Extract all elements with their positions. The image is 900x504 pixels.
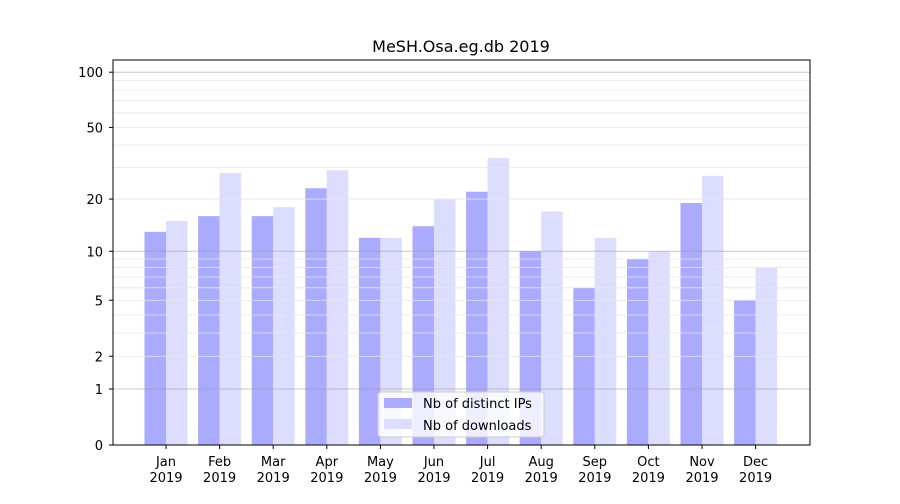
bar-distinct-ips <box>466 191 488 445</box>
legend-label-ips: Nb of distinct IPs <box>423 397 532 412</box>
legend-label-downloads: Nb of downloads <box>423 419 532 434</box>
chart-title: MeSH.Osa.eg.db 2019 <box>372 37 550 56</box>
x-tick-label-year: 2019 <box>364 471 397 486</box>
bar-downloads <box>273 207 295 445</box>
x-tick-label-year: 2019 <box>739 471 772 486</box>
bar-downloads <box>702 175 724 445</box>
bar-distinct-ips <box>626 259 649 445</box>
bar-distinct-ips <box>573 287 595 445</box>
bar-distinct-ips <box>251 216 274 445</box>
bar-downloads <box>326 170 349 446</box>
bar-distinct-ips <box>358 237 381 445</box>
x-tick-label-month: Sep <box>583 455 608 470</box>
legend-box <box>377 391 545 438</box>
bar-downloads <box>219 172 242 446</box>
legend-swatch-downloads <box>384 419 412 429</box>
y-tick-label: 10 <box>86 245 103 260</box>
bar-distinct-ips <box>144 231 166 445</box>
bar-downloads <box>541 211 563 445</box>
bar-distinct-ips <box>198 216 220 445</box>
bar-downloads <box>434 199 456 445</box>
bar-distinct-ips <box>680 203 702 445</box>
y-tick-label: 20 <box>86 193 103 208</box>
y-tick-label: 100 <box>78 66 103 81</box>
x-tick-label-month: Jun <box>423 455 444 470</box>
bar-downloads <box>487 157 510 445</box>
x-tick-label-month: May <box>367 455 394 470</box>
x-tick-label-month: Nov <box>689 455 715 470</box>
x-tick-label-year: 2019 <box>632 471 665 486</box>
legend-swatch-ips <box>384 398 412 408</box>
x-tick-label-month: Oct <box>637 455 659 470</box>
x-tick-label-year: 2019 <box>417 471 450 486</box>
x-tick-label-year: 2019 <box>525 471 558 486</box>
x-tick-label-month: Jul <box>479 455 496 470</box>
y-tick-label: 1 <box>95 383 103 398</box>
x-tick-label-month: Aug <box>529 455 554 470</box>
x-tick-label-year: 2019 <box>203 471 236 486</box>
x-tick-label-year: 2019 <box>685 471 718 486</box>
x-tick-label-month: Mar <box>261 455 286 470</box>
x-tick-label-month: Feb <box>208 455 231 470</box>
x-tick-label-year: 2019 <box>471 471 504 486</box>
legend: Nb of distinct IPs Nb of downloads <box>377 391 545 438</box>
x-tick-label-month: Dec <box>743 455 768 470</box>
bar-downloads <box>648 251 670 445</box>
y-tick-label: 50 <box>86 121 103 136</box>
bar-distinct-ips <box>305 188 327 446</box>
bar-distinct-ips <box>734 300 756 445</box>
y-tick-label: 2 <box>95 350 103 365</box>
y-tick-label: 5 <box>95 294 103 309</box>
bar-downloads <box>594 237 617 445</box>
bar-distinct-ips <box>412 226 434 445</box>
x-tick-label-year: 2019 <box>149 471 182 486</box>
x-tick-label-month: Jan <box>155 455 176 470</box>
x-tick-label-year: 2019 <box>578 471 611 486</box>
x-tick-label-year: 2019 <box>257 471 290 486</box>
x-tick-label-year: 2019 <box>310 471 343 486</box>
plot-frame <box>112 59 811 446</box>
x-tick-label-month: Apr <box>316 455 339 470</box>
y-tick-label: 0 <box>95 439 103 454</box>
